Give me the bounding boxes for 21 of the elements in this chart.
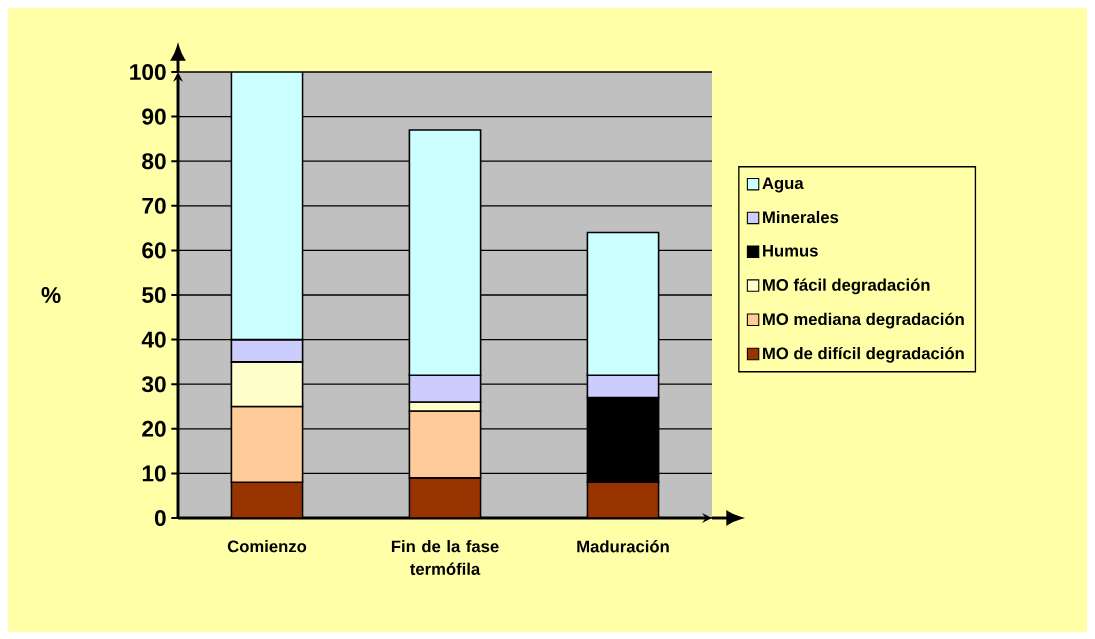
x-tick-label: Maduración — [577, 540, 669, 553]
y-tick-label: 0 — [154, 509, 166, 527]
y-tick-label: 20 — [142, 420, 166, 437]
y-tick-label: 100 — [130, 63, 166, 81]
y-tick-label: 50 — [142, 286, 166, 304]
x-tick-label: Comienzo — [227, 540, 307, 553]
legend-label: Agua — [762, 177, 804, 193]
legend-label: MO de difícil degradación — [763, 346, 964, 363]
y-axis-title: % — [41, 287, 61, 303]
y-tick-label: 90 — [142, 108, 166, 125]
y-tick-label: 40 — [141, 331, 166, 348]
y-tick-label: 10 — [142, 465, 166, 482]
x-tick-label: Fin de la fase termófila — [391, 540, 499, 575]
y-tick-label: 60 — [142, 242, 166, 259]
legend-label: MO mediana degradación — [763, 312, 964, 329]
y-tick-label: 80 — [142, 153, 166, 170]
y-tick-label: 30 — [141, 376, 166, 393]
legend-label: MO fácil degradación — [763, 278, 930, 295]
legend-label: Humus — [763, 244, 818, 257]
y-tick-label: 70 — [142, 197, 166, 214]
legend-label: Minerales — [763, 210, 839, 224]
